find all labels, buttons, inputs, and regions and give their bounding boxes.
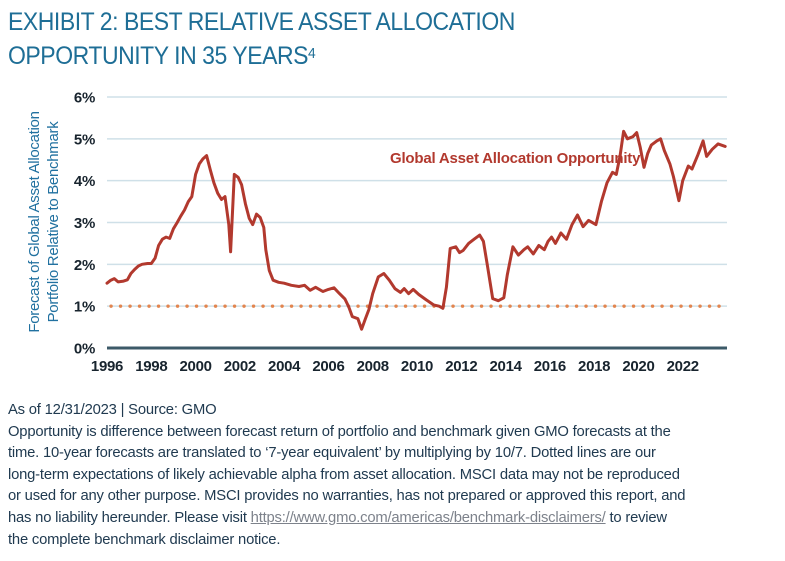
x-tick-label: 2016 (534, 358, 566, 375)
x-tick-label: 2006 (312, 358, 344, 375)
disclaimer-line-2: time. 10-year forecasts are translated t… (8, 445, 656, 462)
y-tick-label: 4% (74, 173, 95, 190)
disclaimer-line-1: Opportunity is difference between foreca… (8, 423, 671, 440)
x-tick-label: 2010 (401, 358, 433, 375)
exhibit-title-line-1: EXHIBIT 2: BEST RELATIVE ASSET ALLOCATIO… (8, 8, 515, 36)
x-tick-label: 2002 (224, 358, 256, 375)
disclaimer-line-4: or used for any other purpose. MSCI prov… (8, 488, 686, 505)
x-tick-label: 2012 (445, 358, 477, 375)
exhibit-title-line-2: OPPORTUNITY IN 35 YEARS (8, 42, 309, 70)
as-of-source-line: As of 12/31/2023 | Source: GMO (8, 402, 217, 418)
series-label: Global Asset Allocation Opportunity (390, 150, 641, 167)
disclaimer-line-5-post: to review (605, 509, 667, 526)
y-tick-label: 0% (74, 341, 95, 358)
y-tick-label: 2% (74, 257, 95, 274)
x-tick-label: 1996 (91, 358, 123, 375)
benchmark-disclaimer-link[interactable]: https://www.gmo.com/americas/benchmark-d… (250, 509, 606, 526)
x-tick-label: 2018 (578, 358, 610, 375)
y-tick-label: 1% (74, 299, 95, 316)
disclaimer-line-3: long-term expectations of likely achieva… (8, 466, 680, 483)
disclaimer-line-6: the complete benchmark disclaimer notice… (8, 531, 281, 548)
x-tick-label: 2004 (268, 358, 301, 375)
y-tick-label: 5% (74, 131, 95, 148)
x-tick-label: 2020 (622, 358, 654, 375)
y-tick-label: 3% (74, 215, 95, 232)
exhibit-title: EXHIBIT 2: BEST RELATIVE ASSET ALLOCATIO… (8, 6, 515, 72)
title-footnote-marker: 4 (308, 45, 316, 62)
series-line (105, 129, 727, 331)
footer-notes: As of 12/31/2023 | Source: GMO Opportuni… (8, 400, 780, 551)
line-chart: 0% 1% 2% 3% 4% 5% 6% 1996 1998 2000 2002 2004 2006 20… (74, 90, 729, 375)
x-tick-label: 1998 (135, 358, 167, 375)
y-tick-label: 6% (74, 90, 95, 107)
x-tick-label: 2000 (179, 358, 211, 375)
x-tick-label: 2008 (357, 358, 389, 375)
disclaimer-line-5-pre: has no liability hereunder. Please visit (8, 509, 251, 526)
x-tick-label: 2022 (667, 358, 699, 375)
x-tick-label: 2014 (489, 358, 522, 375)
